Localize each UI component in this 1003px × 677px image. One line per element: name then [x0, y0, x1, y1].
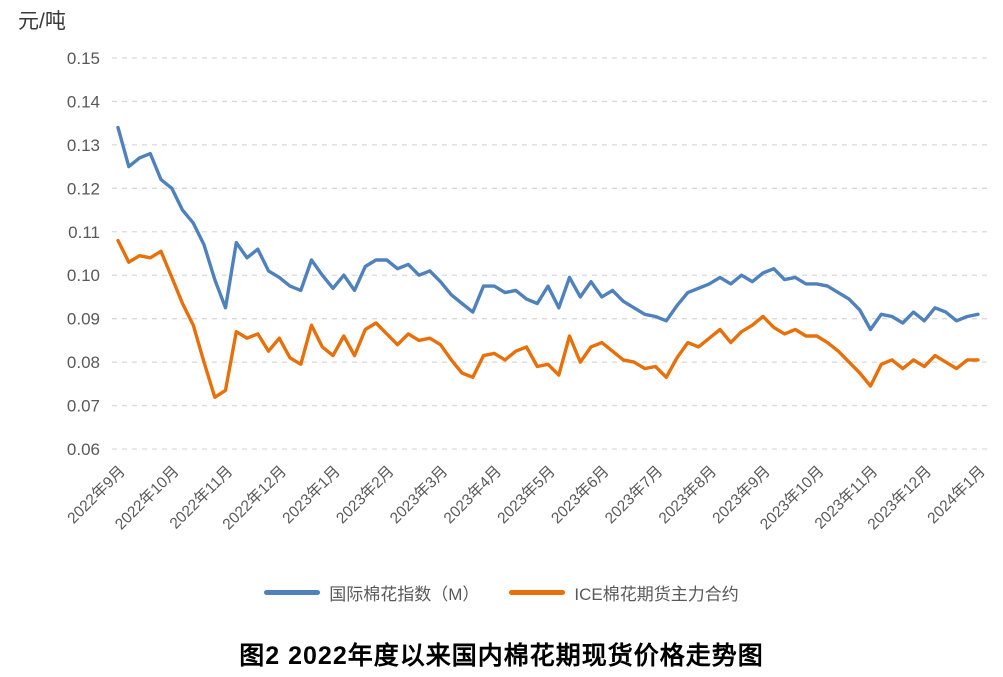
y-axis-tick-label: 0.07	[67, 397, 100, 416]
y-axis-tick-label: 0.12	[67, 179, 100, 198]
orange-line-swatch-icon	[509, 590, 566, 595]
y-axis-unit-label: 元/吨	[18, 10, 66, 33]
y-axis-tick-label: 0.10	[67, 266, 100, 285]
legend-label-ice-cotton-futures: ICE棉花期货主力合约	[574, 585, 739, 604]
y-axis-tick-label: 0.15	[67, 49, 100, 68]
blue-line-swatch-icon	[264, 590, 321, 595]
legend-item-ice-cotton-futures: ICE棉花期货主力合约	[509, 580, 739, 605]
y-axis-tick-label: 0.11	[68, 223, 100, 242]
y-axis-tick-label: 0.14	[67, 92, 100, 111]
y-axis-tick-label: 0.09	[67, 310, 100, 329]
chart-title: 图2 2022年度以来国内棉花期现货价格走势图	[239, 642, 764, 670]
y-axis-tick-label: 0.08	[67, 353, 100, 372]
legend-label-international-cotton-index: 国际棉花指数（M）	[329, 585, 480, 604]
series-line-1	[116, 238, 980, 399]
legend-item-international-cotton-index: 国际棉花指数（M）	[264, 580, 479, 605]
x-axis-tick-label: 2024年1月	[924, 462, 989, 527]
series-line-0	[116, 125, 980, 332]
chart-legend: 国际棉花指数（M） ICE棉花期货主力合约	[0, 580, 1003, 605]
y-axis-tick-label: 0.13	[67, 136, 100, 155]
y-axis-tick-label: 0.06	[67, 440, 100, 459]
